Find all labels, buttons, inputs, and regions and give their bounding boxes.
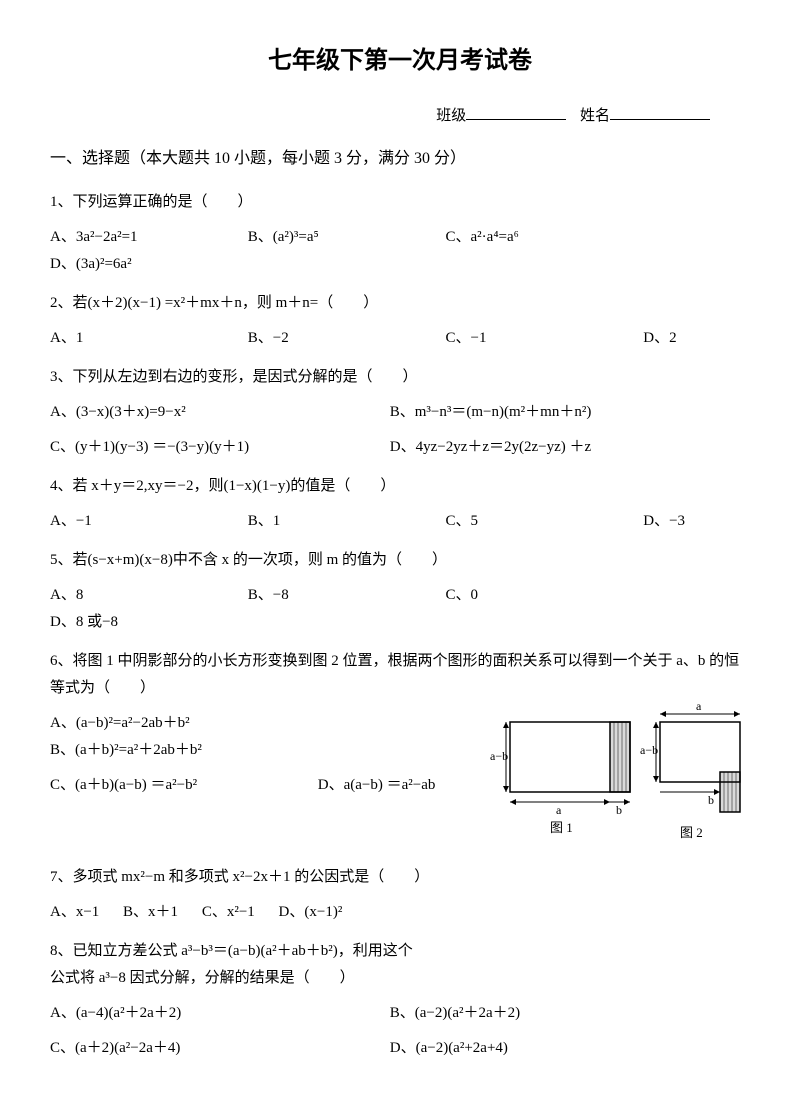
- q5-opt-d: D、8 或−8: [50, 609, 118, 636]
- q6-opt-a: A、(a−b)²=a²−2ab＋b²: [50, 710, 274, 737]
- q5-opt-c: C、0: [446, 582, 600, 609]
- section-1-header: 一、选择题（本大题共 10 小题，每小题 3 分，满分 30 分）: [50, 145, 750, 174]
- q7-opt-d: D、(x−1)²: [279, 899, 343, 926]
- q7-stem: 7、多项式 mx²−m 和多项式 x²−2x＋1 的公因式是（ ）: [50, 864, 750, 891]
- q7-opt-c: C、x²−1: [202, 899, 255, 926]
- student-info-line: 班级 姓名: [50, 103, 750, 130]
- q1-opt-b: B、(a²)³=a⁵: [248, 224, 402, 251]
- q8-opt-c: C、(a＋2)(a²−2a＋4): [50, 1035, 386, 1062]
- q4-opt-a: A、−1: [50, 508, 204, 535]
- q8-stem2: 公式将 a³−8 因式分解，分解的结果是（ ）: [50, 965, 750, 992]
- class-blank: [466, 119, 566, 120]
- question-6: 6、将图 1 中阴影部分的小长方形变换到图 2 位置，根据两个图形的面积关系可以…: [50, 648, 750, 852]
- q2-opt-d: D、2: [643, 325, 676, 352]
- q8-opt-a: A、(a−4)(a²＋2a＋2): [50, 1000, 386, 1027]
- question-5: 5、若(s−x+m)(x−8)中不含 x 的一次项，则 m 的值为（ ） A、8…: [50, 547, 750, 636]
- q6-stem: 6、将图 1 中阴影部分的小长方形变换到图 2 位置，根据两个图形的面积关系可以…: [50, 648, 750, 702]
- q2-opt-b: B、−2: [248, 325, 402, 352]
- q7-opt-b: B、x＋1: [123, 899, 178, 926]
- q4-opt-b: B、1: [248, 508, 402, 535]
- q3-opt-a: A、(3−x)(3＋x)=9−x²: [50, 399, 386, 426]
- q3-opt-c: C、(y＋1)(y−3) ＝−(3−y)(y＋1): [50, 434, 386, 461]
- question-3: 3、下列从左边到右边的变形，是因式分解的是（ ） A、(3−x)(3＋x)=9−…: [50, 364, 750, 461]
- fig2-caption: 图 2: [680, 825, 703, 840]
- q6-opt-c: C、(a＋b)(a−b) ＝a²−b²: [50, 772, 274, 799]
- fig1-label-a: a: [556, 803, 562, 817]
- q1-opt-a: A、3a²−2a²=1: [50, 224, 204, 251]
- page-title: 七年级下第一次月考试卷: [50, 40, 750, 83]
- q8-opt-d: D、(a−2)(a²+2a+4): [390, 1035, 726, 1062]
- question-8: 8、已知立方差公式 a³−b³＝(a−b)(a²＋ab＋b²)，利用这个 公式将…: [50, 938, 750, 1062]
- q8-stem1: 8、已知立方差公式 a³−b³＝(a−b)(a²＋ab＋b²)，利用这个: [50, 938, 750, 965]
- fig1-label-amb: a−b: [490, 749, 508, 763]
- q4-stem: 4、若 x＋y＝2,xy＝−2，则(1−x)(1−y)的值是（ ）: [50, 473, 750, 500]
- q8-opt-b: B、(a−2)(a²＋2a＋2): [390, 1000, 726, 1027]
- q6-opt-d: D、a(a−b) ＝a²−ab: [318, 772, 436, 799]
- fig2-label-a: a: [696, 702, 702, 713]
- q3-opt-d: D、4yz−2yz＋z＝2y(2z−yz) ＋z: [390, 434, 726, 461]
- class-label: 班级: [436, 108, 466, 124]
- q5-stem: 5、若(s−x+m)(x−8)中不含 x 的一次项，则 m 的值为（ ）: [50, 547, 750, 574]
- q5-opt-a: A、8: [50, 582, 204, 609]
- q3-opt-b: B、m³−n³＝(m−n)(m²＋mn＋n²): [390, 399, 726, 426]
- figure-svg: a−b a b 图 1: [490, 702, 750, 842]
- q2-stem: 2、若(x＋2)(x−1) =x²＋mx＋n，则 m＋n=（ ）: [50, 290, 750, 317]
- question-4: 4、若 x＋y＝2,xy＝−2，则(1−x)(1−y)的值是（ ） A、−1 B…: [50, 473, 750, 535]
- fig1-caption: 图 1: [550, 820, 573, 835]
- q6-opt-b: B、(a＋b)²=a²＋2ab＋b²: [50, 737, 202, 764]
- q4-opt-d: D、−3: [643, 508, 685, 535]
- fig2-label-b: b: [708, 793, 714, 807]
- q1-opt-c: C、a²·a⁴=a⁶: [446, 224, 600, 251]
- q3-stem: 3、下列从左边到右边的变形，是因式分解的是（ ）: [50, 364, 750, 391]
- question-7: 7、多项式 mx²−m 和多项式 x²−2x＋1 的公因式是（ ） A、x−1 …: [50, 864, 750, 926]
- figure-q6: a−b a b 图 1: [490, 702, 750, 852]
- q7-opt-a: A、x−1: [50, 899, 99, 926]
- q2-opt-c: C、−1: [446, 325, 600, 352]
- name-blank: [610, 119, 710, 120]
- q1-stem: 1、下列运算正确的是（ ）: [50, 189, 750, 216]
- question-1: 1、下列运算正确的是（ ） A、3a²−2a²=1 B、(a²)³=a⁵ C、a…: [50, 189, 750, 278]
- name-label: 姓名: [580, 108, 610, 124]
- fig1-label-b: b: [616, 803, 622, 817]
- question-2: 2、若(x＋2)(x−1) =x²＋mx＋n，则 m＋n=（ ） A、1 B、−…: [50, 290, 750, 352]
- q1-opt-d: D、(3a)²=6a²: [50, 251, 132, 278]
- q4-opt-c: C、5: [446, 508, 600, 535]
- q5-opt-b: B、−8: [248, 582, 402, 609]
- fig2-label-amb: a−b: [640, 743, 658, 757]
- q2-opt-a: A、1: [50, 325, 204, 352]
